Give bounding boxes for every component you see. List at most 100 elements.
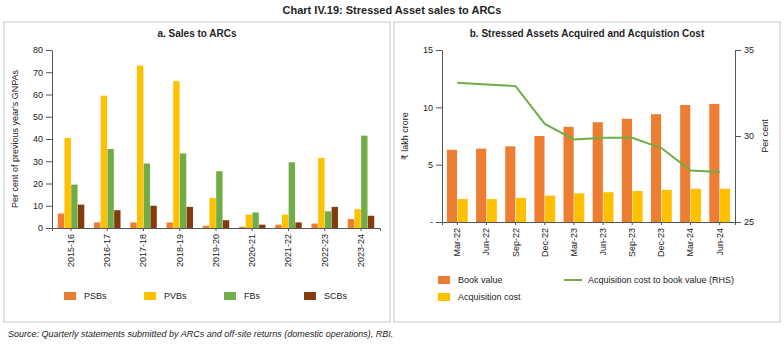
x-axis-tick-label: Dec-23 [656,228,666,257]
x-axis: 2015-162016-172017-182018-192019-202020-… [53,228,381,267]
y2-axis-tick-label: 25 [744,217,754,227]
y-axis-tick-label: 50 [33,112,43,122]
x-axis-tick: 2015-16 [66,228,76,267]
bar [311,224,317,228]
bar [58,214,64,228]
bar [252,212,258,228]
bar [516,198,526,222]
y-axis-tick-label: 10 [33,201,43,211]
bar [545,196,555,222]
y-axis-tick-label: 5 [428,160,433,170]
y-axis-tick-mark [436,222,442,223]
bar [144,163,150,228]
x-axis-tick-label: 2023-24 [356,234,366,267]
bar [458,199,468,222]
bar [239,227,245,228]
y-axis-tick-label: 30 [33,157,43,167]
x-axis-tick: Mar-23 [569,222,579,257]
y-axis-tick-mark [46,72,52,73]
x-axis-tick-label: Mar-22 [452,228,462,257]
panel-title: a. Sales to ARCs [157,28,237,39]
y2-axis-tick-mark [735,50,741,51]
x-axis-tick: Mar-24 [685,222,695,257]
x-axis-tick: Sep-22 [510,222,520,257]
bar [476,149,486,222]
panel-frame [394,22,780,322]
x-axis-tick-mark [107,228,108,231]
y-axis-tick-mark [46,117,52,118]
x-axis-tick-label: 2015-16 [66,234,76,267]
legend-item: PVBs [144,291,187,301]
legend-swatch [64,292,76,300]
bar [295,222,301,228]
y-axis-tick-mark [46,139,52,140]
x-axis-tick-label: 2022-23 [320,234,330,267]
y-axis: 01020304050607080 [33,45,53,233]
y-axis-tick-label: 80 [33,45,43,55]
bar [332,207,338,228]
y-axis-tick-label: 40 [33,134,43,144]
bar [167,222,173,228]
x-axis-tick-mark [71,228,72,231]
legend-swatch [224,292,236,300]
x-axis-tick: 2022-23 [320,228,330,267]
bar [150,206,156,228]
legend-label: PVBs [164,291,187,301]
bar [187,207,193,228]
x-axis-tick-label: 2021-22 [283,234,293,267]
legend-label: Acquisition cost [458,292,521,302]
bar [564,127,574,222]
legend-label: SCBs [324,291,348,301]
y-axis-tick-mark [46,184,52,185]
y-axis-tick: 20 [33,179,52,189]
legend-item: SCBs [304,291,348,301]
legend-swatch [304,292,316,300]
y-axis-tick-label: - [430,217,433,227]
y-axis-title: Per cent of previous year's GNPAs [10,69,20,208]
x-axis-tick-label: 2018-19 [175,234,185,267]
header-title: Chart IV.19: Stressed Asset sales to ARC… [283,4,502,16]
y2-axis-tick: 30 [735,131,754,141]
x-axis-tick-mark [544,222,545,225]
line-series [457,83,719,172]
bar [94,222,100,228]
bar [289,162,295,228]
y-axis-tick-mark [46,206,52,207]
y-axis-tick: 5 [428,160,442,170]
x-axis-tick-mark [632,222,633,225]
x-axis-tick-label: Sep-22 [510,228,520,257]
y-axis-tick: - [430,217,442,227]
y-axis: -51015 [423,45,443,227]
legend-item: Book value [438,275,503,285]
bar [487,199,497,222]
y-axis-tick-mark [46,95,52,96]
y-axis-tick-label: 70 [33,68,43,78]
bar [114,210,120,228]
chart-root: Chart IV.19: Stressed Asset sales to ARC… [0,0,784,346]
x-axis-tick-label: Mar-24 [685,228,695,257]
bar [107,149,113,228]
x-axis: Mar-22Jun-22Sep-22Dec-22Mar-23Jun-23Sep-… [443,222,736,257]
y-axis-tick: 40 [33,134,52,144]
y-axis-line [442,51,443,223]
x-axis-tick: 2023-24 [356,228,366,267]
bar [216,171,222,228]
bar [180,153,186,228]
bar [325,211,331,228]
x-axis-tick: 2020-21 [247,228,257,267]
x-axis-line [53,229,381,232]
y-axis-tick: 50 [33,112,52,122]
y2-axis-title: Per cent [760,119,770,153]
y-axis-tick: 80 [33,45,52,55]
bar [101,96,107,228]
y-axis-tick: 70 [33,68,52,78]
x-axis-tick: Jun-23 [598,222,608,256]
legend-item: Acquisition cost to book value (RHS) [564,275,734,285]
x-axis-tick-label: Jun-24 [715,228,725,256]
x-axis-tick: Dec-23 [656,222,666,257]
y-axis-tick-mark [46,228,52,229]
x-axis-tick-mark [515,222,516,225]
legend: PSBsPVBsFBsSCBs [64,291,348,301]
y-axis-line [52,51,53,229]
bar [223,220,229,228]
